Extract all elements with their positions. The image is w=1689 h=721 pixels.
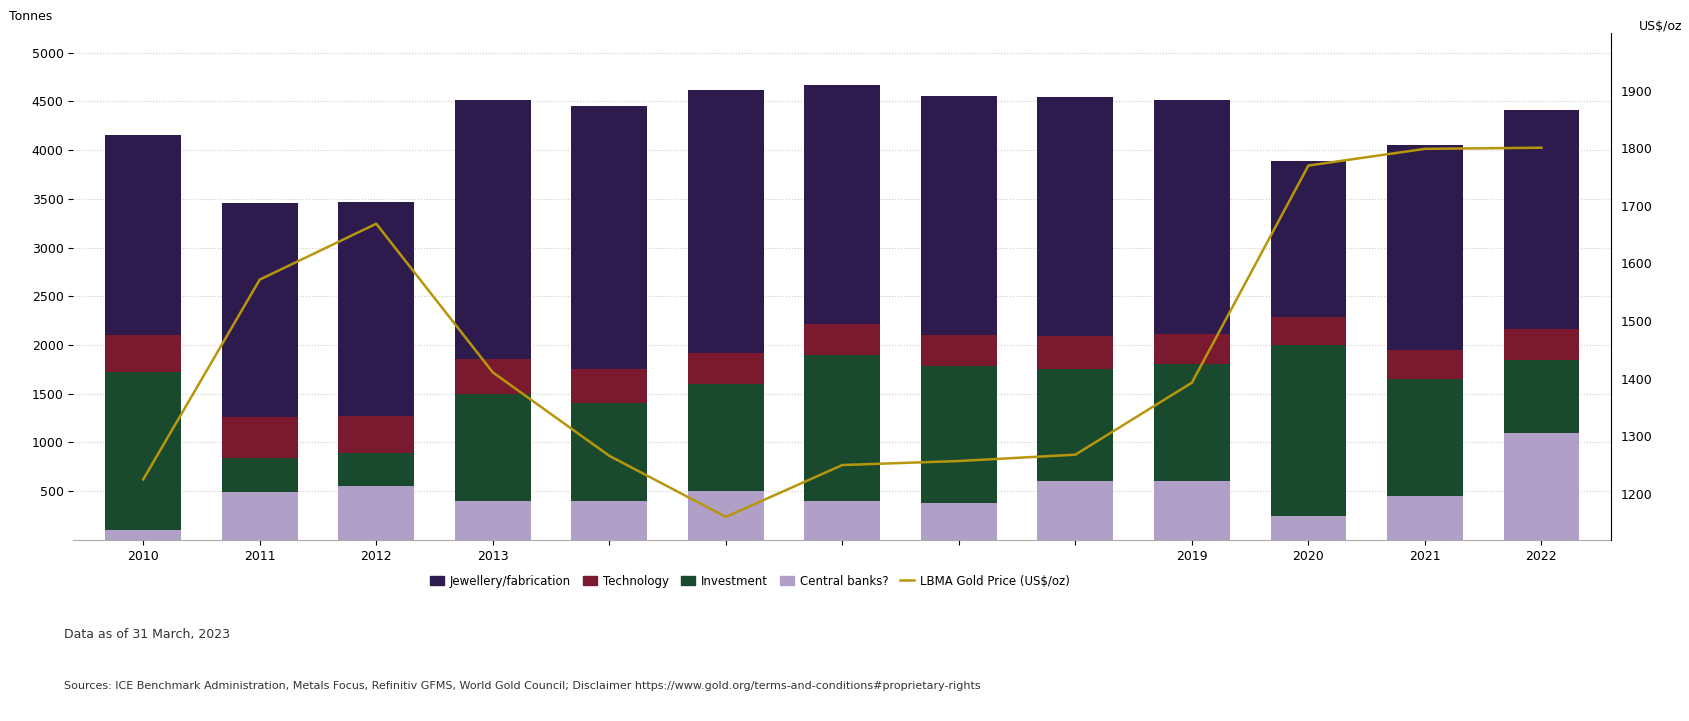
Bar [1154,482,1230,540]
Bar [571,501,647,540]
Y-axis label: US$/oz: US$/oz [1638,20,1681,33]
Bar [221,203,297,417]
Bar [1037,482,1113,540]
Bar [571,106,647,369]
Bar [338,416,414,454]
Bar [105,136,181,335]
Bar [571,404,647,501]
Bar [454,358,530,394]
Bar [1154,100,1230,335]
Bar [1037,336,1113,369]
Bar [1387,496,1463,540]
Bar [1387,379,1463,496]
Bar [221,458,297,492]
Bar [338,454,414,486]
Bar [1270,317,1346,345]
Legend: Jewellery/fabrication, Technology, Investment, Central banks?, LBMA Gold Price (: Jewellery/fabrication, Technology, Inves… [426,570,1074,592]
Text: Data as of 31 March, 2023: Data as of 31 March, 2023 [64,628,230,641]
Bar [687,384,763,491]
Bar [804,355,880,501]
Bar [1270,516,1346,540]
Bar [1503,360,1578,433]
Bar [1270,161,1346,317]
Bar [338,202,414,416]
Bar [804,324,880,355]
Bar [1154,335,1230,365]
Bar [1037,97,1113,336]
Bar [1503,110,1578,329]
Bar [687,491,763,540]
Bar [1037,369,1113,482]
Bar [921,366,997,503]
Y-axis label: Tonnes: Tonnes [8,10,52,23]
Bar [687,353,763,384]
Text: Sources: ICE Benchmark Administration, Metals Focus, Refinitiv GFMS, World Gold : Sources: ICE Benchmark Administration, M… [64,681,980,691]
Bar [221,492,297,540]
Bar [1154,365,1230,482]
Bar [221,417,297,458]
Bar [1270,345,1346,516]
Bar [687,89,763,353]
Bar [921,503,997,540]
Bar [1387,350,1463,379]
Bar [1387,145,1463,350]
Bar [804,85,880,324]
Bar [454,100,530,358]
Bar [338,486,414,540]
Bar [105,372,181,530]
Bar [571,369,647,404]
Bar [804,501,880,540]
Bar [921,97,997,335]
Bar [1503,329,1578,360]
Bar [454,501,530,540]
Bar [454,394,530,501]
Bar [921,335,997,366]
Bar [1503,433,1578,540]
Bar [105,335,181,372]
Bar [105,530,181,540]
